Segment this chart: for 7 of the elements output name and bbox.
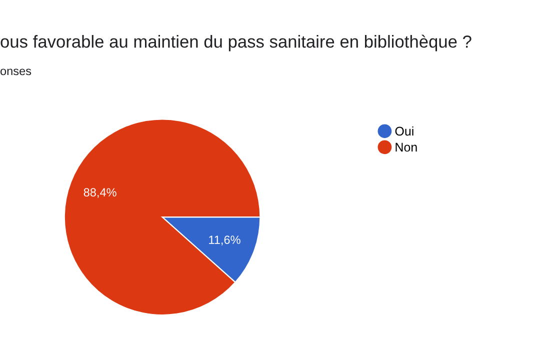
data-label: 11,6% (209, 236, 240, 246)
chart-title: ous favorable au maintien du pass sanitaire en bibliothèque ? (0, 34, 472, 52)
pie-slice (64, 118, 261, 316)
legend-label: Non (396, 142, 417, 152)
chart-subtitle: onses (0, 68, 32, 76)
legend-label: Oui (395, 126, 414, 136)
data-label: 88,4% (84, 188, 116, 198)
